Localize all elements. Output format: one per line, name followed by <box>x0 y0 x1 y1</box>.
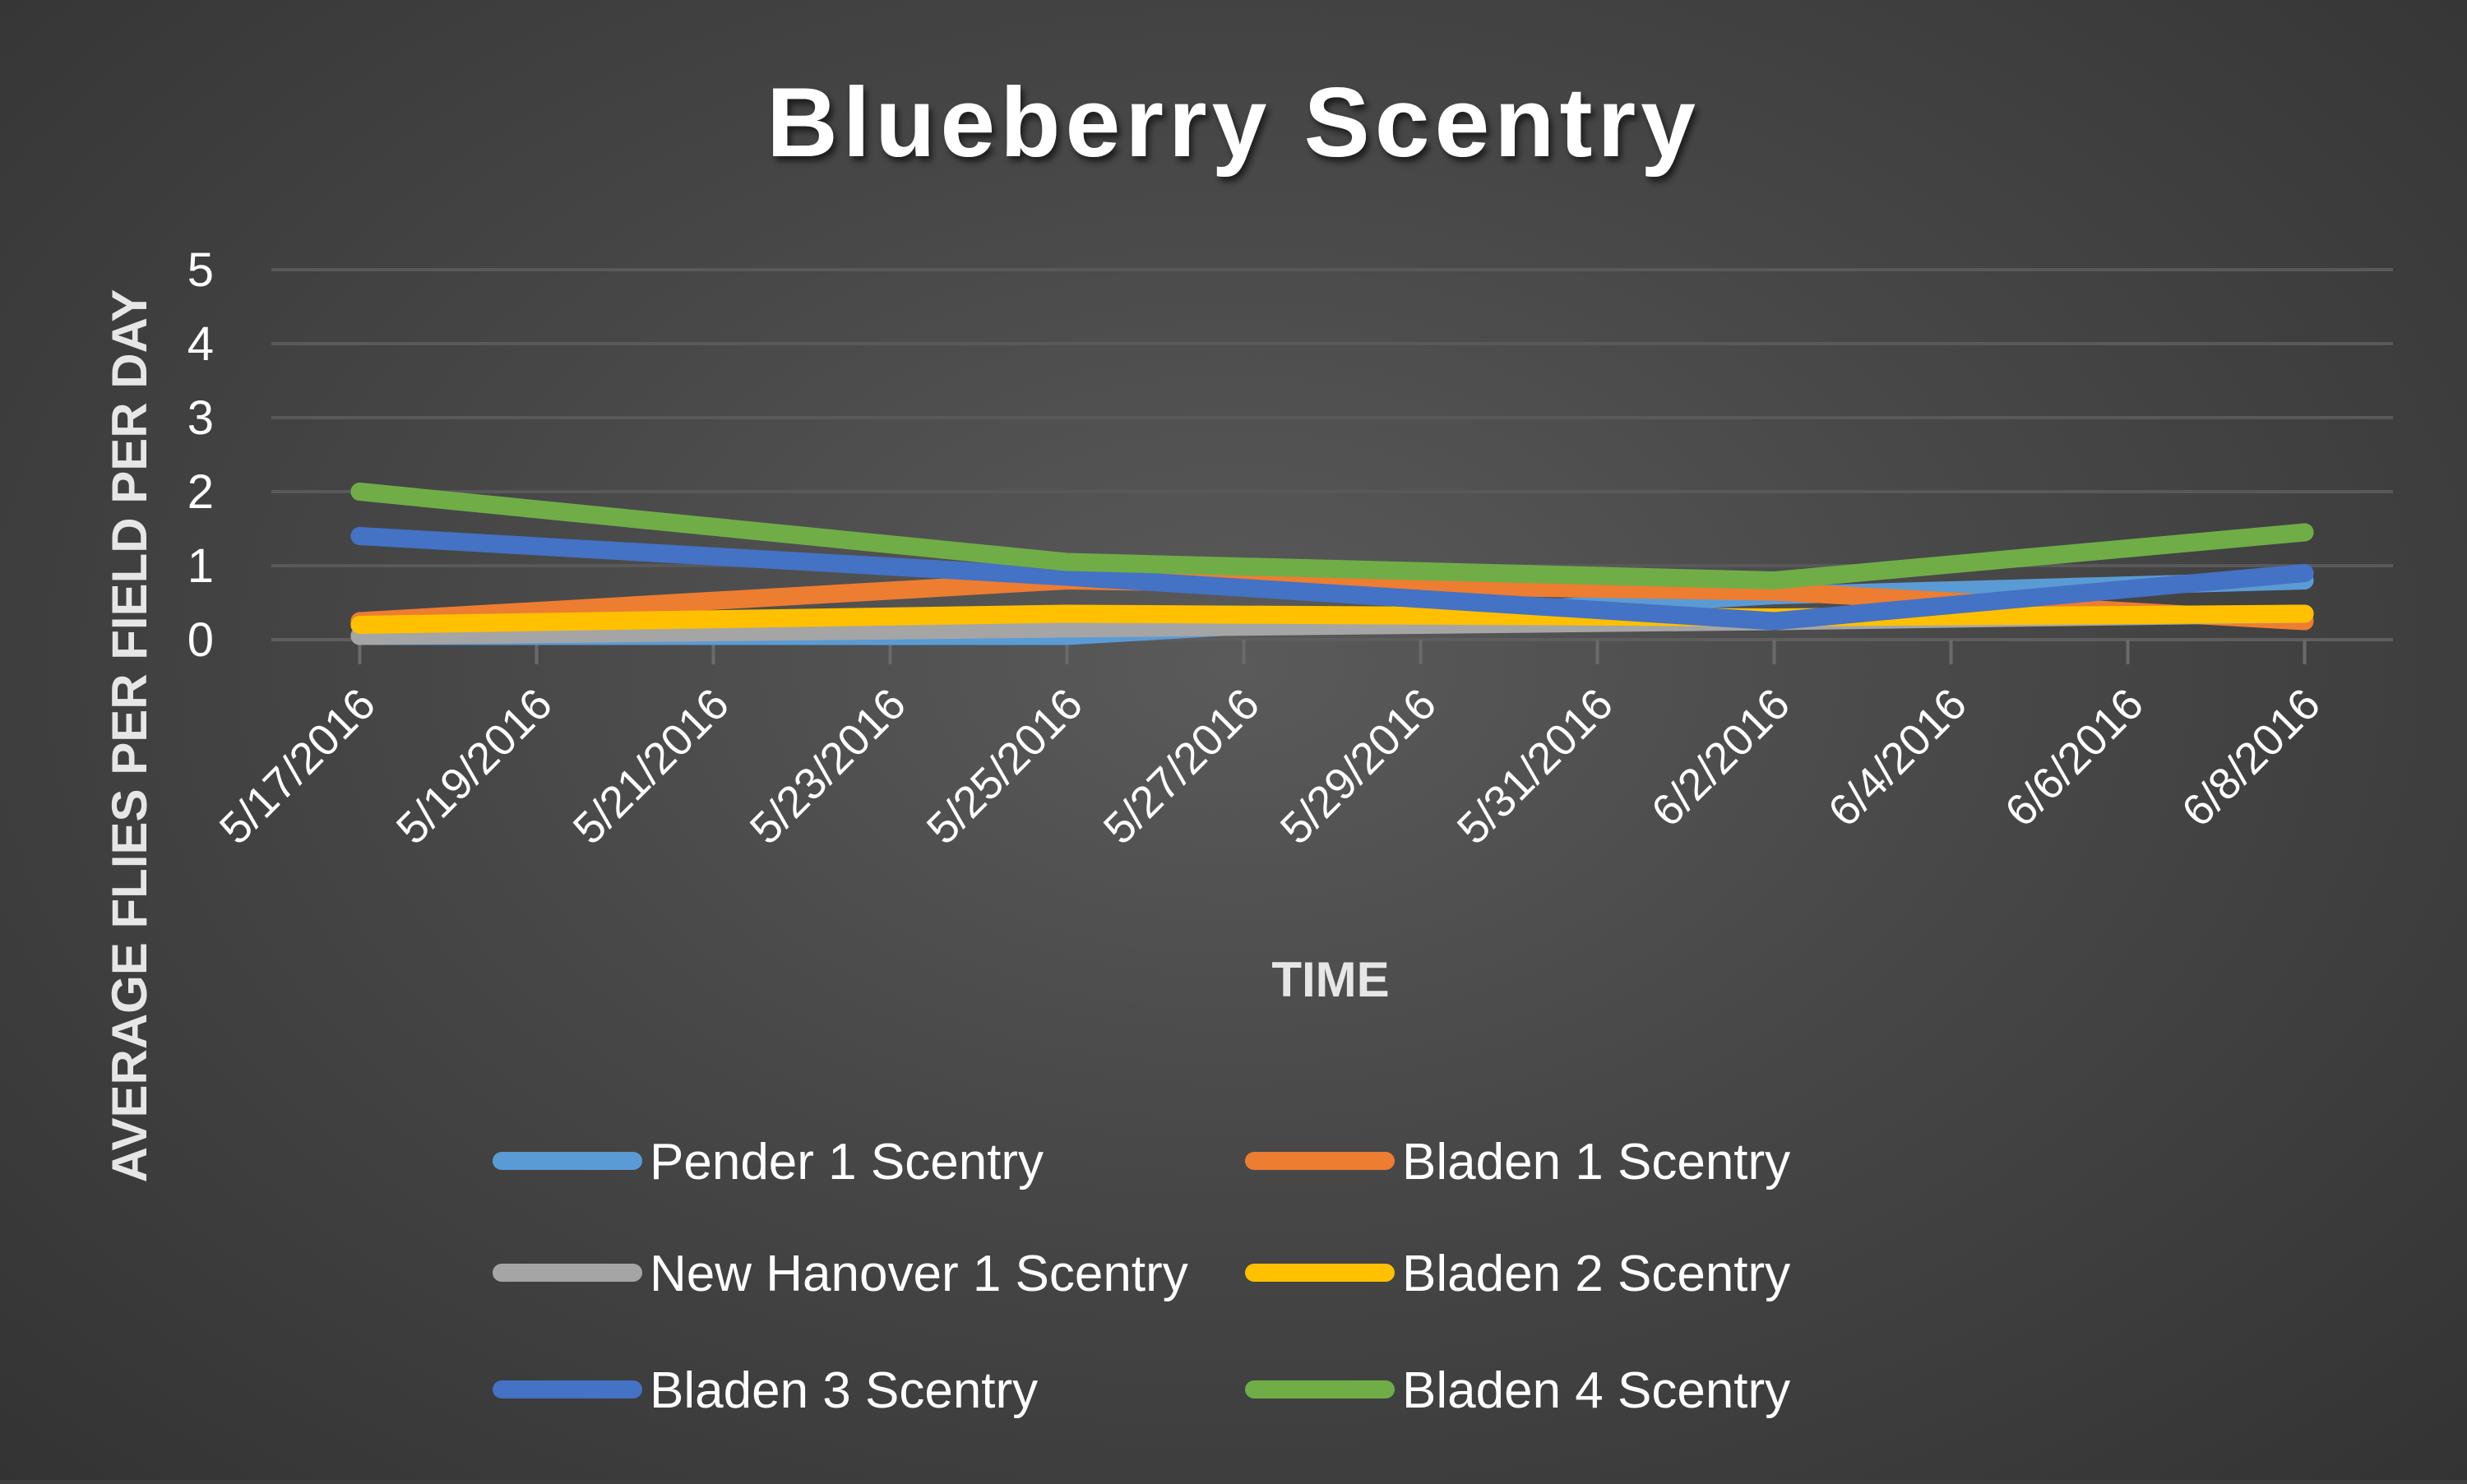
data-point <box>1765 612 1784 631</box>
legend-label: Bladen 4 Scentry <box>1402 1362 1790 1419</box>
y-tick-label: 3 <box>187 391 214 445</box>
x-tick-label: 5/31/2016 <box>1448 679 1622 853</box>
y-tick-label: 0 <box>187 613 214 667</box>
y-tick-label: 4 <box>187 317 214 371</box>
y-tick-label: 5 <box>187 243 214 297</box>
gridlines <box>271 268 2393 641</box>
x-tick-label: 6/4/2016 <box>1819 679 1976 836</box>
x-tick-label: 5/21/2016 <box>564 679 738 853</box>
data-point <box>1058 567 1076 586</box>
data-point <box>2295 523 2314 542</box>
data-point <box>1058 552 1076 571</box>
y-axis-label: AVERAGE FLIES PER FIELD PER DAY <box>102 289 157 1183</box>
legend-label: New Hanover 1 Scentry <box>650 1246 1188 1302</box>
series-line-6 <box>350 483 2314 589</box>
data-point <box>350 527 369 545</box>
x-tick-label: 5/29/2016 <box>1271 679 1446 853</box>
data-point <box>2295 604 2314 623</box>
data-point <box>350 616 369 634</box>
chart-title: Blueberry Scentry <box>766 67 1701 178</box>
data-point <box>1058 619 1076 638</box>
x-tick-label: 5/23/2016 <box>741 679 915 853</box>
x-axis-ticks: 5/17/2016 5/19/2016 5/21/2016 5/23/2016 5/25… <box>211 640 2330 853</box>
data-point <box>1765 571 1784 589</box>
x-tick-label: 5/25/2016 <box>918 679 1092 853</box>
y-tick-label: 2 <box>187 465 214 519</box>
data-point <box>2295 564 2314 582</box>
x-tick-label: 6/2/2016 <box>1642 679 1799 836</box>
y-tick-label: 1 <box>187 539 214 593</box>
x-tick-label: 5/19/2016 <box>387 679 562 853</box>
x-tick-label: 6/8/2016 <box>2173 679 2330 836</box>
data-point <box>350 483 369 501</box>
series-line-4 <box>350 604 2314 634</box>
legend-label: Pender 1 Scentry <box>650 1134 1044 1190</box>
legend-label: Bladen 1 Scentry <box>1402 1134 1790 1190</box>
y-axis-ticks: 0 1 2 3 4 5 <box>187 243 214 667</box>
x-tick-label: 5/27/2016 <box>1095 679 1269 853</box>
x-axis-label: TIME <box>1271 952 1389 1007</box>
series-line-5 <box>350 527 2314 631</box>
x-tick-label: 5/17/2016 <box>211 679 385 853</box>
legend-label: Bladen 2 Scentry <box>1402 1246 1790 1302</box>
x-tick-label: 6/6/2016 <box>1996 679 2153 836</box>
legend-label: Bladen 3 Scentry <box>650 1362 1038 1419</box>
series-line-2 <box>350 571 2314 631</box>
data-point <box>1058 604 1076 623</box>
series-lines <box>350 483 2314 645</box>
legend: Pender 1 Scentry Bladen 1 Scentry New Hano… <box>493 1134 1790 1419</box>
